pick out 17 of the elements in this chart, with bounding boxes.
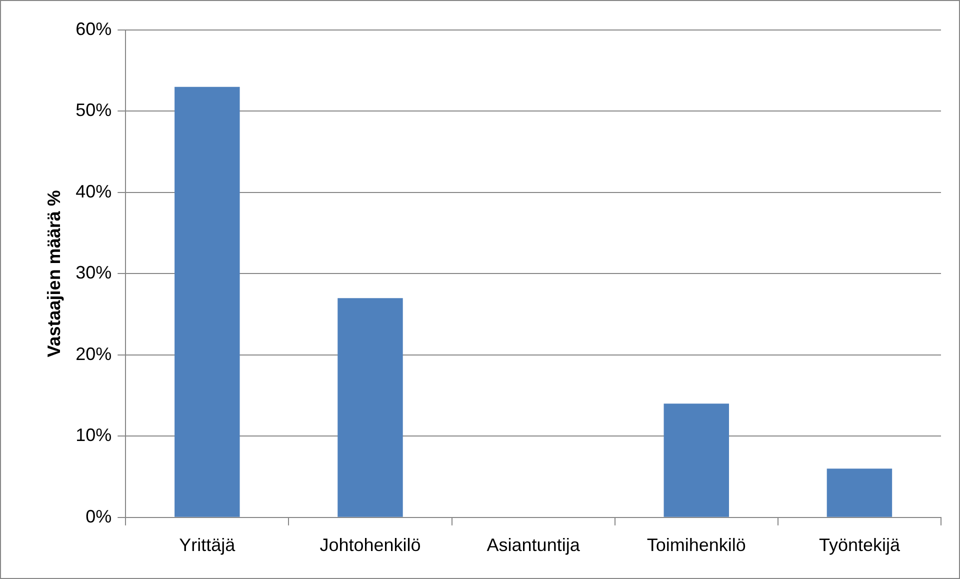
x-tick-label: Yrittäjä	[179, 535, 236, 556]
y-tick-label: 10%	[76, 425, 112, 446]
x-tick-label: Johtohenkilö	[320, 535, 421, 556]
bar	[174, 86, 240, 517]
y-tick-label: 20%	[76, 344, 112, 364]
y-tick-label: 30%	[76, 262, 112, 283]
y-tick-label: 50%	[76, 100, 112, 120]
y-axis-title: Vastaajien määrä %	[44, 190, 64, 358]
x-tick-label: Toimihenkilö	[646, 535, 746, 556]
bar	[664, 404, 730, 517]
x-tick-label: Työntekijä	[818, 535, 901, 556]
bar	[826, 468, 892, 517]
y-tick-label: 40%	[76, 181, 112, 202]
y-tick-label: 60%	[76, 18, 112, 39]
x-tick-label: Asiantuntija	[486, 535, 581, 556]
bar	[338, 298, 403, 517]
y-tick-label: 0%	[86, 506, 112, 526]
